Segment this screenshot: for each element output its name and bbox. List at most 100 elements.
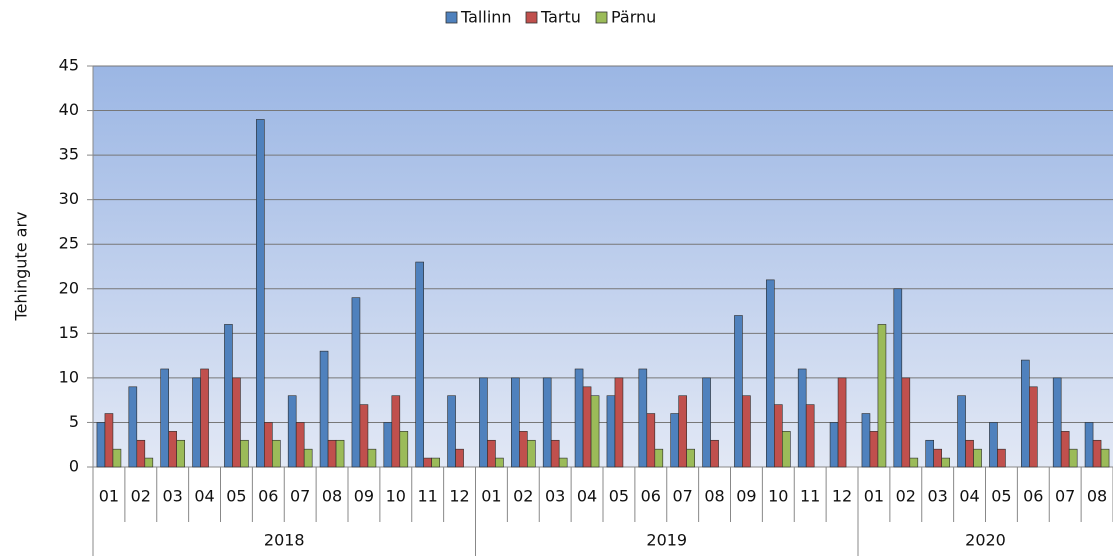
bar <box>192 377 201 468</box>
bar <box>327 439 337 468</box>
bar <box>558 457 568 468</box>
bar <box>782 431 791 468</box>
bar <box>112 448 122 468</box>
bar <box>606 395 616 468</box>
bar <box>455 448 464 468</box>
y-tick-label: 5 <box>69 412 79 431</box>
bar <box>1092 439 1102 468</box>
bar <box>527 439 536 468</box>
y-tick-label: 15 <box>59 323 79 342</box>
group-label: 2020 <box>965 531 1006 550</box>
bar <box>1029 386 1038 468</box>
x-tick-label: 11 <box>418 487 438 506</box>
x-tick-label: 12 <box>832 487 852 506</box>
y-tick-label: 45 <box>59 56 79 75</box>
x-tick-label: 04 <box>959 487 979 506</box>
x-tick-label: 02 <box>896 487 916 506</box>
bar <box>734 315 743 468</box>
bar <box>1052 377 1062 468</box>
x-tick-label: 02 <box>131 487 151 506</box>
bar <box>136 439 146 468</box>
bar <box>614 377 624 468</box>
bar <box>933 448 942 468</box>
legend-swatch <box>595 11 608 24</box>
legend-swatch <box>445 11 458 24</box>
bar <box>1100 448 1110 468</box>
x-tick-label: 08 <box>1087 487 1107 506</box>
bar <box>710 439 719 468</box>
x-tick-label: 09 <box>354 487 374 506</box>
x-tick-label: 03 <box>928 487 948 506</box>
bar <box>1068 448 1078 468</box>
x-tick-label: 03 <box>163 487 183 506</box>
bar <box>901 377 911 468</box>
bar <box>128 386 138 468</box>
bar <box>295 422 305 468</box>
bar <box>104 413 114 468</box>
bar <box>941 457 950 468</box>
x-tick-label: 10 <box>386 487 406 506</box>
bar <box>479 377 488 468</box>
bar <box>256 119 265 468</box>
bar <box>686 448 695 468</box>
bar <box>264 422 273 468</box>
bar <box>869 431 879 468</box>
bar <box>511 377 520 468</box>
bar <box>359 404 369 468</box>
x-tick-label: 09 <box>736 487 756 506</box>
bar <box>997 448 1006 468</box>
x-tick-label: 06 <box>258 487 278 506</box>
legend-label: Tallinn <box>460 8 512 27</box>
bar <box>168 431 177 468</box>
bar <box>766 279 775 468</box>
x-tick-label: 01 <box>481 487 501 506</box>
bar <box>973 448 982 468</box>
y-tick-label: 0 <box>69 457 79 476</box>
y-tick-label: 25 <box>59 234 79 253</box>
bar <box>989 422 998 468</box>
x-tick-label: 05 <box>991 487 1011 506</box>
bar <box>670 413 679 468</box>
x-tick-label: 03 <box>545 487 565 506</box>
y-tick-label: 35 <box>59 145 79 164</box>
bar <box>200 368 209 468</box>
bar <box>383 422 393 468</box>
bar <box>224 324 233 468</box>
y-tick-label: 20 <box>59 278 79 297</box>
group-label: 2018 <box>264 531 305 550</box>
legend-label: Tartu <box>540 8 581 27</box>
legend-label: Pärnu <box>611 8 656 27</box>
x-tick-label: 07 <box>290 487 310 506</box>
x-tick-label: 08 <box>322 487 342 506</box>
bar <box>909 457 919 468</box>
bar <box>829 422 839 468</box>
bar <box>144 457 154 468</box>
legend-swatch <box>525 11 538 24</box>
bar <box>423 457 432 468</box>
bar <box>240 439 249 468</box>
bar <box>797 368 807 468</box>
bar <box>487 439 496 468</box>
bar <box>519 431 528 468</box>
x-tick-label: 01 <box>99 487 119 506</box>
x-tick-label: 06 <box>641 487 661 506</box>
y-tick-label: 10 <box>59 367 79 386</box>
bar <box>590 395 600 468</box>
x-tick-label: 11 <box>800 487 820 506</box>
bar <box>287 395 297 468</box>
bar <box>447 395 456 468</box>
x-tick-label: 05 <box>609 487 629 506</box>
bar <box>415 261 424 468</box>
bar <box>176 439 185 468</box>
y-axis-label: Tehingute arv <box>12 212 31 322</box>
bar <box>399 431 409 468</box>
bar <box>1060 431 1070 468</box>
bar <box>1084 422 1094 468</box>
x-tick-label: 05 <box>226 487 246 506</box>
bar <box>678 395 687 468</box>
bar <box>654 448 664 468</box>
bar <box>925 439 934 468</box>
bar <box>431 457 440 468</box>
bar <box>96 422 106 468</box>
x-tick-label: 02 <box>513 487 533 506</box>
